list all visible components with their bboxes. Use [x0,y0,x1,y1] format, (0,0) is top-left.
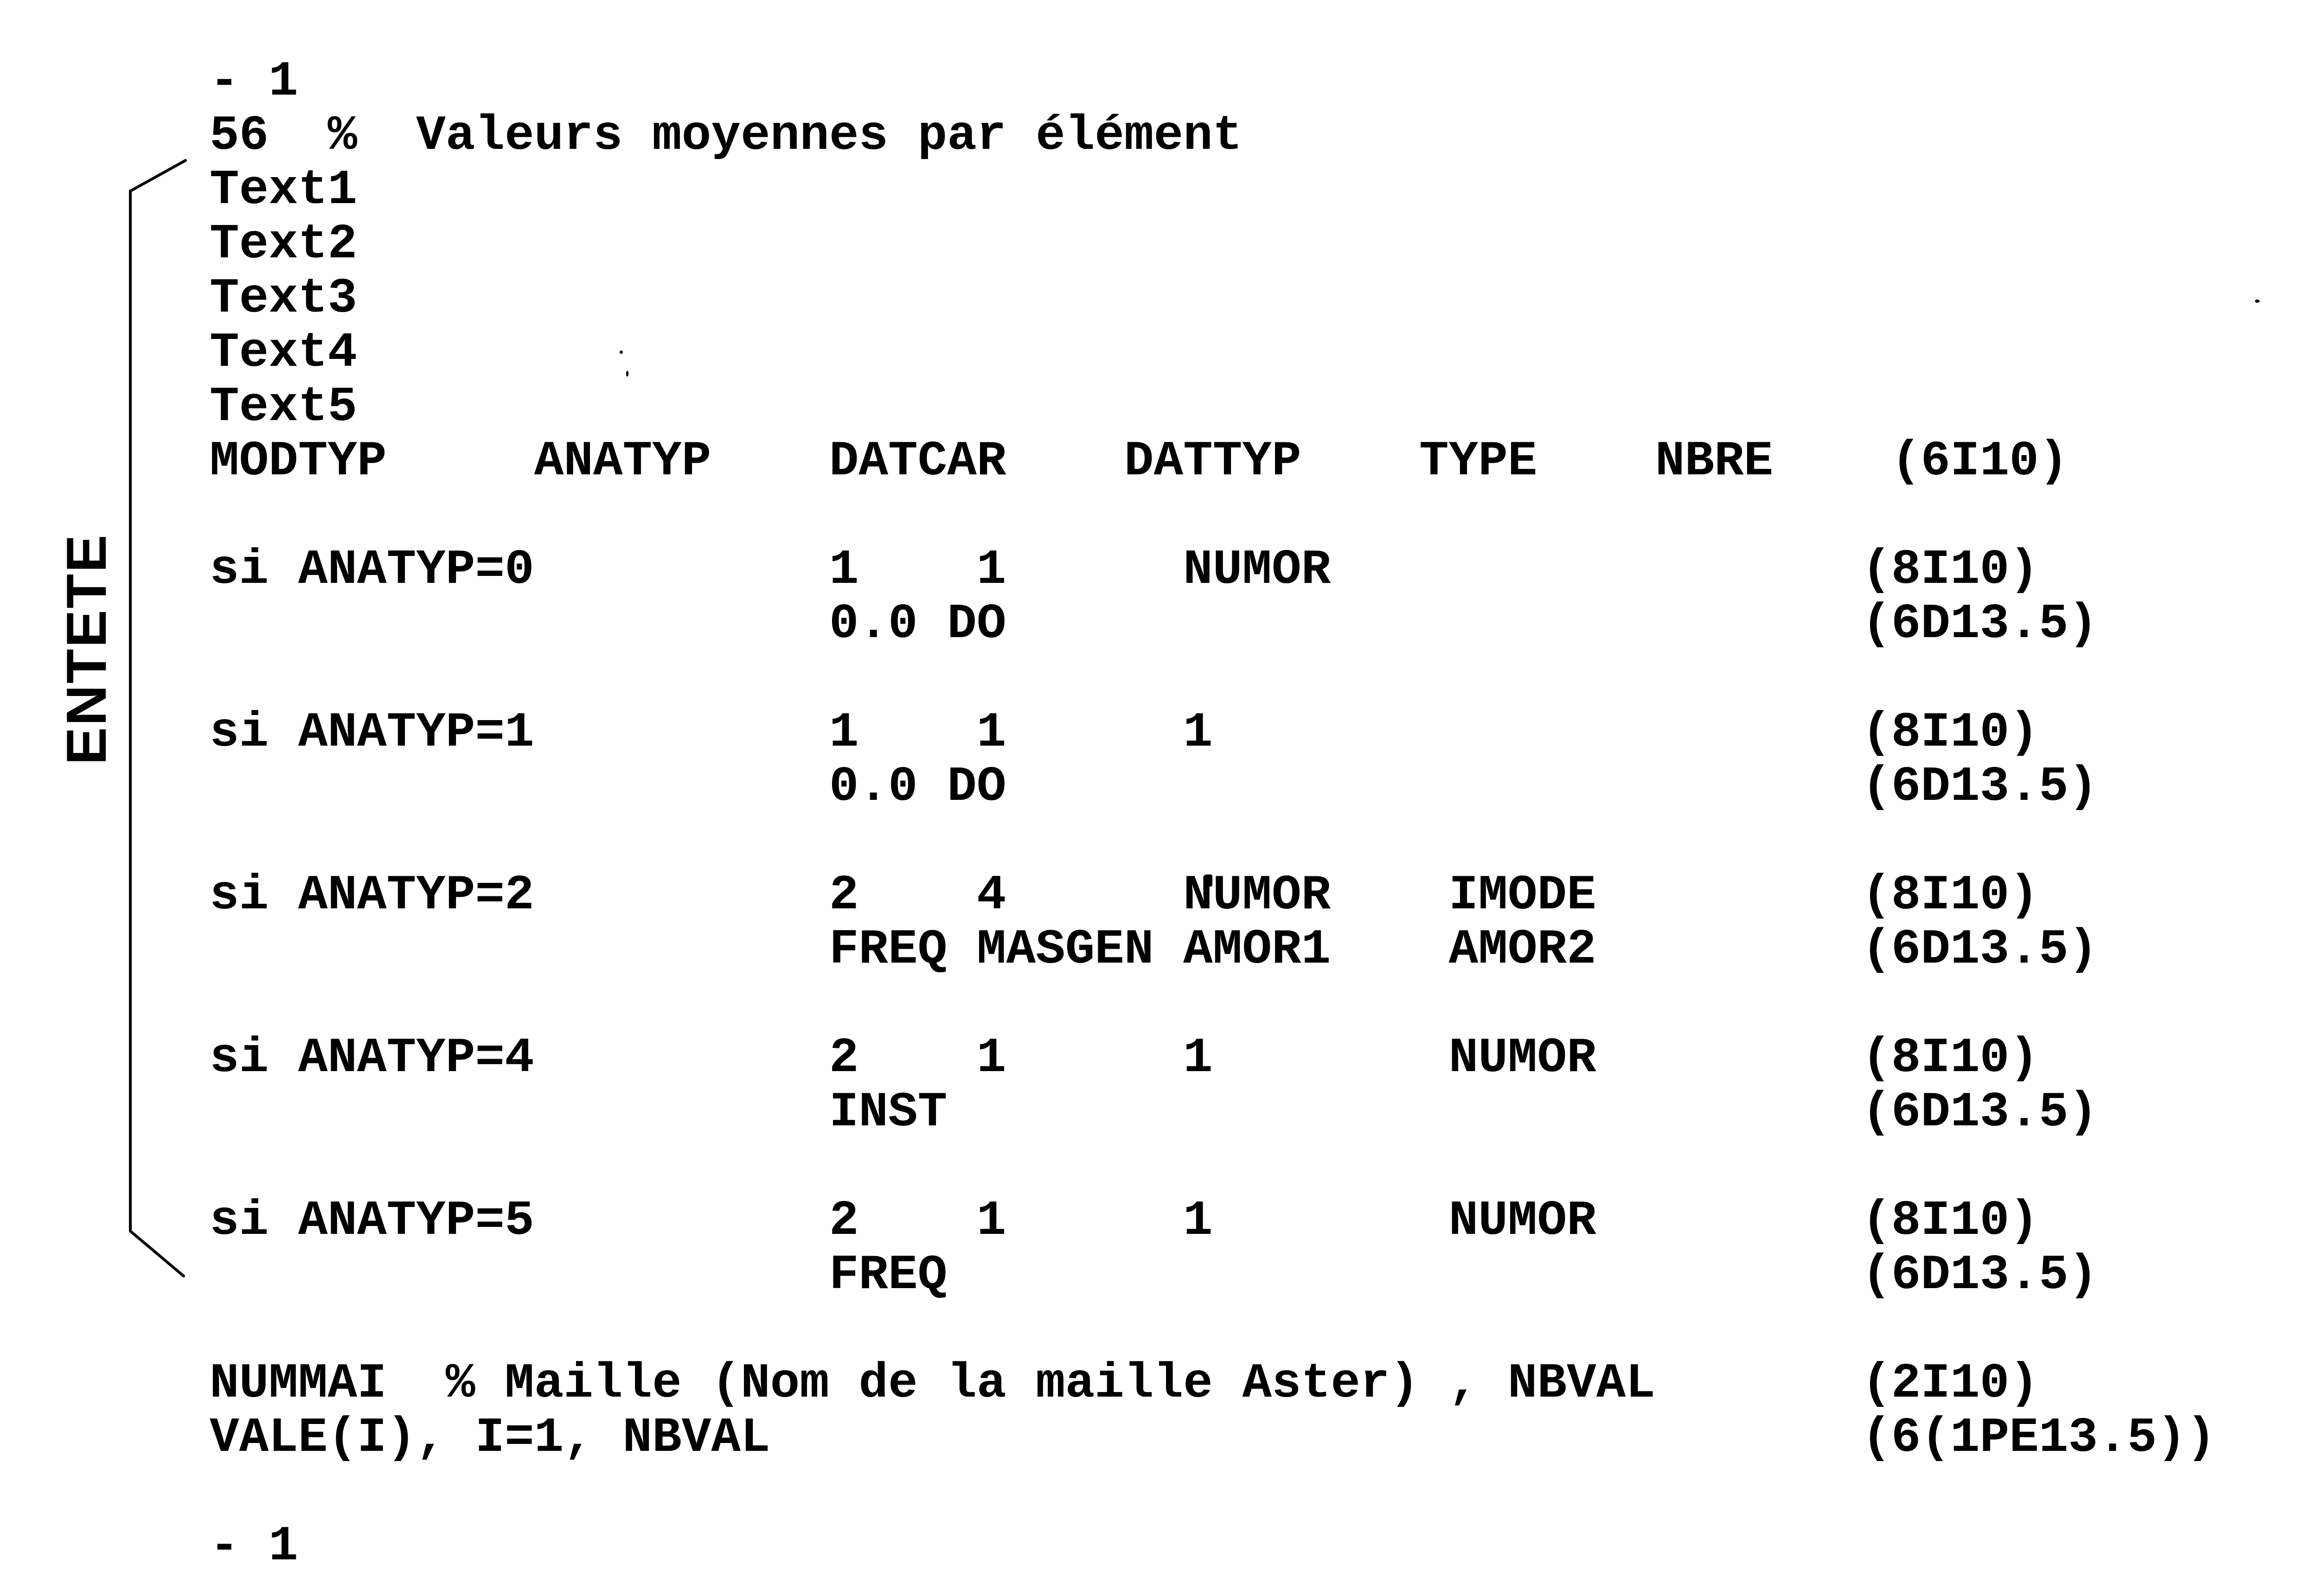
ink-speck [626,371,628,377]
ink-speck [1204,875,1212,887]
document-text: - 1 56 % Valeurs moyennes par élément Te… [210,54,2216,1574]
ink-speck [2255,300,2260,303]
ink-speck [620,351,623,354]
entete-label: ENTETE [55,533,118,765]
